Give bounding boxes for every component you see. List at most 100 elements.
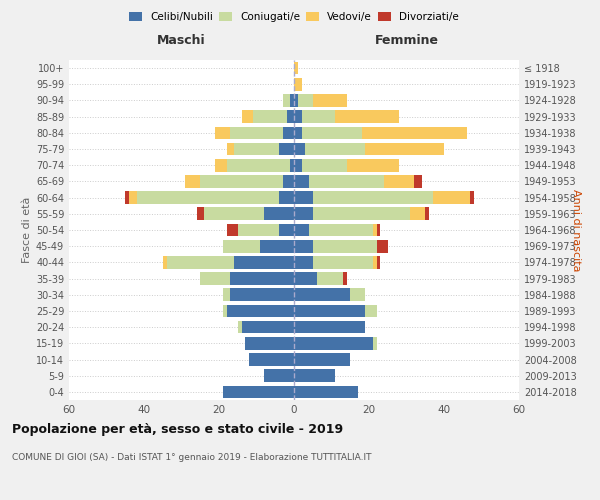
Bar (294, 386, 358, 398)
Bar (245, 337, 294, 349)
Bar (294, 321, 365, 334)
Bar (294, 208, 425, 220)
Bar (294, 240, 377, 252)
Bar (223, 288, 294, 301)
Y-axis label: Fasce di età: Fasce di età (22, 197, 32, 263)
Bar (279, 142, 294, 156)
Bar (294, 304, 365, 318)
Bar (264, 370, 294, 382)
Bar (294, 126, 302, 139)
Bar (279, 224, 294, 236)
Bar (223, 240, 294, 252)
Bar (264, 370, 294, 382)
Bar (238, 321, 294, 334)
Bar (294, 78, 302, 90)
Bar (294, 142, 365, 156)
Bar (215, 126, 294, 139)
Bar (294, 159, 399, 172)
Bar (294, 370, 335, 382)
Bar (294, 224, 373, 236)
Bar (234, 142, 294, 156)
Bar (129, 192, 294, 204)
Bar (294, 353, 350, 366)
Bar (294, 142, 444, 156)
Bar (294, 240, 377, 252)
Bar (227, 304, 294, 318)
Bar (294, 370, 335, 382)
Bar (294, 126, 467, 139)
Bar (294, 224, 309, 236)
Y-axis label: Anni di nascita: Anni di nascita (571, 188, 581, 271)
Bar (294, 256, 380, 268)
Bar (294, 94, 313, 107)
Bar (294, 288, 365, 301)
Bar (283, 94, 294, 107)
Bar (290, 94, 294, 107)
Bar (223, 386, 294, 398)
Bar (294, 110, 399, 123)
Bar (238, 321, 294, 334)
Bar (294, 353, 350, 366)
Bar (294, 370, 335, 382)
Bar (294, 208, 313, 220)
Bar (200, 272, 294, 285)
Bar (185, 175, 294, 188)
Bar (249, 353, 294, 366)
Bar (200, 272, 294, 285)
Bar (230, 272, 294, 285)
Bar (200, 272, 294, 285)
Bar (294, 240, 388, 252)
Bar (264, 208, 294, 220)
Bar (223, 240, 294, 252)
Bar (294, 62, 298, 74)
Bar (227, 224, 294, 236)
Bar (294, 304, 377, 318)
Bar (294, 175, 414, 188)
Bar (294, 256, 377, 268)
Bar (197, 208, 294, 220)
Bar (215, 159, 294, 172)
Bar (223, 386, 294, 398)
Bar (294, 94, 347, 107)
Bar (185, 175, 294, 188)
Bar (294, 304, 377, 318)
Bar (163, 256, 294, 268)
Bar (283, 175, 294, 188)
Bar (294, 142, 305, 156)
Bar (294, 288, 365, 301)
Bar (223, 304, 294, 318)
Bar (294, 272, 343, 285)
Bar (294, 126, 467, 139)
Bar (245, 337, 294, 349)
Bar (294, 337, 377, 349)
Bar (227, 142, 294, 156)
Bar (294, 192, 470, 204)
Bar (294, 321, 365, 334)
Bar (294, 256, 373, 268)
Bar (294, 78, 302, 90)
Bar (223, 386, 294, 398)
Bar (253, 110, 294, 123)
Bar (294, 224, 380, 236)
Bar (294, 321, 365, 334)
Bar (163, 256, 294, 268)
Bar (238, 224, 294, 236)
Bar (238, 224, 294, 236)
Bar (230, 126, 294, 139)
Bar (200, 175, 294, 188)
Bar (294, 272, 347, 285)
Bar (294, 321, 365, 334)
Bar (223, 288, 294, 301)
Bar (294, 353, 350, 366)
Bar (294, 159, 347, 172)
Bar (241, 110, 294, 123)
Bar (264, 370, 294, 382)
Bar (294, 110, 302, 123)
Bar (294, 288, 350, 301)
Bar (294, 208, 410, 220)
Bar (279, 192, 294, 204)
Bar (241, 321, 294, 334)
Bar (294, 126, 361, 139)
Bar (234, 256, 294, 268)
Bar (264, 370, 294, 382)
